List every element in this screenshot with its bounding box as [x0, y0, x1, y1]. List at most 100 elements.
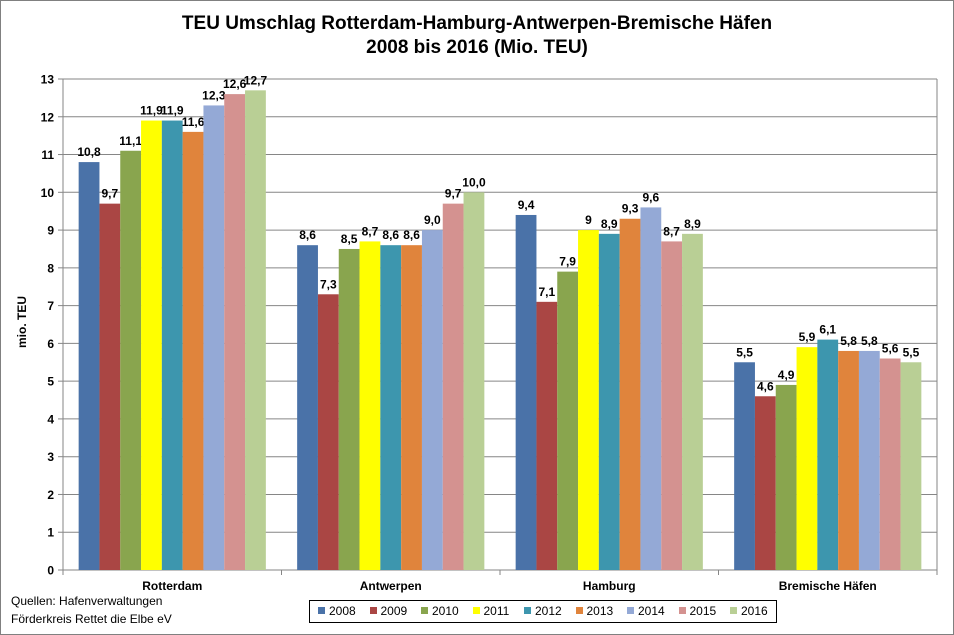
data-label: 12,7	[244, 73, 268, 87]
bar	[380, 245, 402, 570]
y-tick-label: 8	[47, 261, 54, 275]
bar	[141, 120, 162, 571]
bar	[78, 162, 100, 571]
data-label: 5,8	[861, 334, 878, 348]
bar	[515, 214, 537, 570]
bar	[578, 230, 599, 571]
data-label: 8,9	[684, 217, 701, 231]
bar	[401, 245, 422, 570]
bar	[817, 339, 839, 570]
data-label: 8,7	[663, 224, 680, 238]
data-label: 11,1	[119, 134, 142, 148]
legend-swatch	[369, 607, 377, 614]
data-label: 9	[585, 213, 592, 227]
data-label: 9,3	[622, 202, 639, 216]
legend-label: 2012	[535, 604, 562, 618]
legend-swatch	[575, 607, 583, 614]
data-label: 7,9	[559, 255, 576, 269]
bar	[858, 350, 880, 570]
y-tick-label: 4	[47, 412, 54, 426]
data-label: 8,5	[341, 232, 358, 246]
legend-label: 2011	[483, 604, 510, 618]
bar	[463, 192, 485, 571]
bar	[297, 245, 318, 570]
data-label: 5,6	[882, 341, 899, 355]
bar	[661, 241, 683, 570]
bar	[203, 105, 225, 570]
y-tick-label: 3	[47, 450, 54, 464]
data-label: 5,9	[799, 330, 816, 344]
bar	[245, 90, 266, 570]
legend-label: 2014	[638, 604, 665, 618]
legend-swatch	[472, 607, 480, 614]
y-tick-label: 5	[47, 375, 54, 389]
data-label: 8,7	[362, 224, 379, 238]
legend-swatch	[678, 607, 686, 614]
y-tick-label: 13	[41, 73, 55, 87]
bar	[421, 230, 443, 571]
y-tick-label: 12	[41, 110, 55, 124]
chart-title-line2: 2008 bis 2016 (Mio. TEU)	[366, 37, 588, 58]
data-label: 4,6	[757, 379, 774, 393]
chart-title: TEU Umschlag Rotterdam-Hamburg-Antwerpen…	[0, 12, 954, 60]
data-label: 9,4	[518, 198, 535, 212]
x-tick-label: Bremische Häfen	[779, 579, 877, 593]
bar	[640, 207, 662, 570]
bar	[682, 233, 703, 570]
sources-line1: Quellen: Hafenverwaltungen	[11, 594, 163, 608]
data-label: 4,9	[778, 368, 795, 382]
bar	[317, 294, 339, 570]
data-label: 7,3	[320, 277, 337, 291]
bar	[734, 362, 755, 570]
y-tick-label: 11	[41, 148, 54, 162]
bar	[775, 384, 797, 570]
bar	[182, 131, 204, 570]
y-tick-label: 6	[47, 337, 54, 351]
data-label: 10,0	[462, 175, 486, 189]
data-label: 11,9	[140, 104, 163, 118]
data-label: 12,3	[202, 88, 226, 102]
data-label: 9,6	[643, 190, 660, 204]
legend-label: 2015	[689, 604, 717, 618]
data-label: 5,8	[840, 334, 857, 348]
bar	[120, 150, 142, 570]
x-tick-label: Antwerpen	[360, 579, 422, 593]
y-tick-label: 1	[47, 526, 54, 540]
data-label: 8,6	[403, 228, 420, 242]
sources-line2: Förderkreis Rettet die Elbe eV	[11, 612, 172, 626]
data-label: 11,9	[161, 104, 184, 118]
data-label: 8,6	[382, 228, 399, 242]
legend-label: 2016	[741, 604, 768, 618]
bar	[224, 94, 246, 570]
data-label: 5,5	[736, 345, 753, 359]
sources-note: Quellen: Hafenverwaltungen Förderkreis R…	[11, 592, 172, 628]
bar	[796, 347, 818, 570]
y-tick-label: 2	[47, 488, 54, 502]
bar	[442, 203, 464, 570]
bar	[536, 301, 558, 570]
legend-label: 2013	[586, 604, 614, 618]
y-tick-label: 0	[47, 564, 54, 578]
legend-swatch	[627, 607, 634, 614]
bar	[99, 203, 121, 570]
data-label: 7,1	[539, 285, 556, 299]
bar	[161, 120, 183, 571]
legend-label: 2008	[329, 604, 356, 618]
bar	[619, 218, 641, 570]
x-tick-label: Hamburg	[583, 579, 636, 593]
bar	[359, 241, 381, 570]
legend-swatch	[421, 607, 428, 614]
legend: 2008 2009 2010 2011 2012 2013 2014 2015 2016	[309, 600, 777, 623]
data-label: 12,6	[223, 77, 247, 91]
data-label: 10,8	[77, 145, 101, 159]
data-label: 9,7	[102, 187, 119, 201]
y-tick-label: 9	[47, 224, 54, 238]
data-label: 11,6	[182, 115, 205, 129]
bar	[900, 362, 922, 570]
data-label: 9,7	[445, 187, 462, 201]
legend-swatch	[318, 607, 325, 614]
x-tick-label: Rotterdam	[142, 579, 202, 593]
data-label: 5,5	[903, 345, 920, 359]
bar	[338, 248, 360, 570]
